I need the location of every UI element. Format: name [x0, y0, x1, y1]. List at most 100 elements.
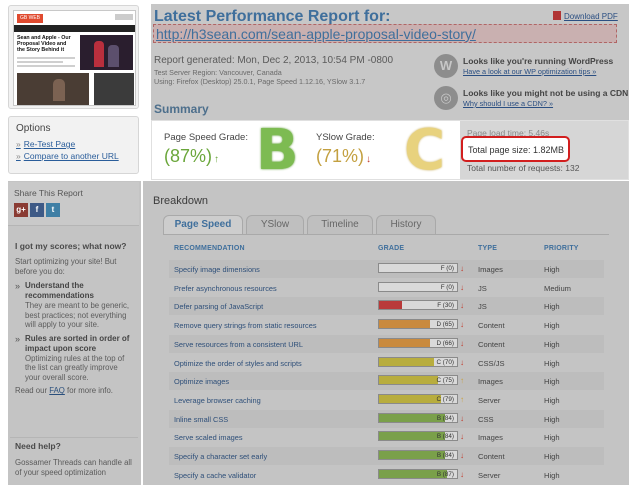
- trend-down-icon: ↓: [460, 283, 464, 292]
- grade-label: C (75): [436, 377, 455, 384]
- twitter-icon[interactable]: t: [46, 203, 60, 217]
- recommendation-type: Content: [478, 452, 505, 461]
- table-row[interactable]: Prefer asynchronous resources F (0) ↓ JS Med…: [169, 279, 604, 297]
- retest-page-link[interactable]: » Re-Test Page: [16, 139, 76, 149]
- download-pdf-link[interactable]: Download PDF: [553, 11, 618, 21]
- recommendation-name[interactable]: Optimize the order of styles and scripts: [174, 359, 302, 368]
- table-row[interactable]: Serve scaled images B (84) ↓ Images High: [169, 428, 604, 446]
- wp-tips-link[interactable]: Have a look at our WP optimization tips …: [463, 67, 597, 76]
- recommendation-name[interactable]: Serve resources from a consistent URL: [174, 340, 303, 349]
- table-row[interactable]: Defer parsing of JavaScript F (30) ↓ JS High: [169, 297, 604, 315]
- grade-bar-fill: [379, 414, 445, 422]
- report-generated: Report generated: Mon, Dec 2, 2013, 10:5…: [154, 55, 394, 66]
- grade-bar: B (84): [378, 431, 458, 441]
- recommendation-name[interactable]: Prefer asynchronous resources: [174, 284, 277, 293]
- trend-down-icon: ↓: [460, 264, 464, 273]
- recommendation-priority: High: [544, 359, 560, 368]
- table-row[interactable]: Specify image dimensions F (0) ↓ Images High: [169, 260, 604, 278]
- report-meta: Report generated: Mon, Dec 2, 2013, 10:5…: [154, 55, 393, 86]
- recommendation-type: Content: [478, 340, 505, 349]
- table-row[interactable]: Remove query strings from static resourc…: [169, 316, 604, 334]
- table-row[interactable]: Optimize the order of styles and scripts…: [169, 354, 604, 372]
- share-title: Share This Report: [14, 188, 83, 198]
- grade-label: B (87): [436, 471, 454, 478]
- recommendation-name[interactable]: Optimize images: [174, 377, 230, 386]
- grade-bar-fill: [379, 451, 445, 459]
- scores-help-item: Understand the recommendations They are …: [15, 281, 133, 330]
- page-thumbnail: GB WEB TECH Sean and Apple - Our Proposa…: [13, 10, 136, 106]
- grade-bar-fill: [379, 432, 445, 440]
- table-row[interactable]: Specify a cache validator B (87) ↓ Server Hi…: [169, 466, 604, 484]
- grade-bar-fill: [379, 470, 447, 478]
- recommendation-type: JS: [478, 284, 487, 293]
- grade-bar: B (87): [378, 469, 458, 479]
- cdn-link[interactable]: Why should I use a CDN? »: [463, 99, 554, 108]
- report-url-link[interactable]: http://h3sean.com/sean-apple-proposal-vi…: [153, 24, 617, 43]
- compare-url-link[interactable]: » Compare to another URL: [16, 151, 119, 161]
- grade-label: B (84): [436, 433, 454, 440]
- tab-timeline[interactable]: Timeline: [307, 215, 373, 234]
- trend-down-icon: ↓: [460, 432, 464, 441]
- thumbnail-text-lines: [17, 57, 75, 69]
- recommendation-name[interactable]: Specify a cache validator: [174, 471, 257, 480]
- thumbnail-social-bar: [115, 14, 133, 20]
- recommendation-name[interactable]: Inline small CSS: [174, 415, 229, 424]
- facebook-icon[interactable]: f: [30, 203, 44, 217]
- col-header-priority: PRIORITY: [544, 245, 579, 252]
- recommendation-name[interactable]: Defer parsing of JavaScript: [174, 302, 264, 311]
- recommendation-priority: High: [544, 321, 560, 330]
- recommendation-priority: High: [544, 433, 560, 442]
- grade-label: F (0): [440, 284, 454, 291]
- col-header-grade: GRADE: [378, 245, 405, 252]
- wordpress-promo: W Looks like you're running WordPress Ha…: [434, 54, 624, 80]
- recommendation-name[interactable]: Remove query strings from static resourc…: [174, 321, 317, 330]
- grade-bar-fill: [379, 376, 438, 384]
- summary-heading: Summary: [154, 102, 209, 116]
- tab-history[interactable]: History: [376, 215, 436, 234]
- grade-label: D (66): [436, 340, 455, 347]
- scores-help-intro: Start optimizing your site! But before y…: [15, 257, 117, 276]
- table-row[interactable]: Specify a character set early B (84) ↓ Cont…: [169, 447, 604, 465]
- grade-label: B (84): [436, 415, 454, 422]
- table-row[interactable]: Leverage browser caching C (79) ↑ Server Hig…: [169, 391, 604, 409]
- need-help-panel: Need help? Gossamer Threads can handle a…: [10, 437, 138, 485]
- recommendation-type: Content: [478, 321, 505, 330]
- table-row[interactable]: Inline small CSS B (84) ↓ CSS High: [169, 410, 604, 428]
- recommendation-priority: High: [544, 302, 560, 311]
- server-region: Test Server Region: Vancouver, Canada: [154, 68, 282, 77]
- page-load-time: Page load time: 5.46s: [467, 128, 550, 138]
- total-page-size-highlight: Total page size: 1.82MB: [461, 136, 570, 162]
- grade-bar-fill: [379, 320, 430, 328]
- faq-text: Read our FAQ for more info.: [15, 386, 113, 395]
- grade-label: B (84): [436, 452, 454, 459]
- recommendation-type: JS: [478, 302, 487, 311]
- recommendation-name[interactable]: Serve scaled images: [174, 433, 243, 442]
- tab-page-speed[interactable]: Page Speed: [163, 215, 243, 234]
- faq-link[interactable]: FAQ: [49, 386, 65, 395]
- thumbnail-nav-bar: [14, 25, 135, 32]
- thumbnail-photo: [80, 35, 133, 70]
- recommendation-type: CSS/JS: [478, 359, 505, 368]
- recommendation-priority: High: [544, 377, 560, 386]
- grade-bar: C (79): [378, 394, 458, 404]
- recommendation-name[interactable]: Specify image dimensions: [174, 265, 260, 274]
- recommendation-name[interactable]: Specify a character set early: [174, 452, 268, 461]
- trend-down-icon: ↓: [460, 320, 464, 329]
- options-panel: Options » Re-Test Page » Compare to anothe…: [8, 116, 139, 174]
- recommendation-name[interactable]: Leverage browser caching: [174, 396, 261, 405]
- grade-bar: C (75): [378, 375, 458, 385]
- options-title: Options: [16, 123, 51, 134]
- trend-down-icon: ↓: [460, 451, 464, 460]
- scores-help-title: I got my scores; what now?: [15, 241, 127, 251]
- recommendation-type: Images: [478, 377, 503, 386]
- google-plus-icon[interactable]: g+: [14, 203, 28, 217]
- grade-label: C (79): [436, 396, 455, 403]
- page-thumbnail-card: GB WEB TECH Sean and Apple - Our Proposa…: [8, 5, 139, 109]
- recommendation-priority: High: [544, 340, 560, 349]
- table-row[interactable]: Optimize images C (75) ↑ Images High: [169, 372, 604, 390]
- grade-label: F (0): [440, 265, 454, 272]
- grade-bar: F (0): [378, 282, 458, 292]
- tab-yslow[interactable]: YSlow: [246, 215, 304, 234]
- trend-up-icon: ↑: [460, 395, 464, 404]
- table-row[interactable]: Serve resources from a consistent URL D (…: [169, 335, 604, 353]
